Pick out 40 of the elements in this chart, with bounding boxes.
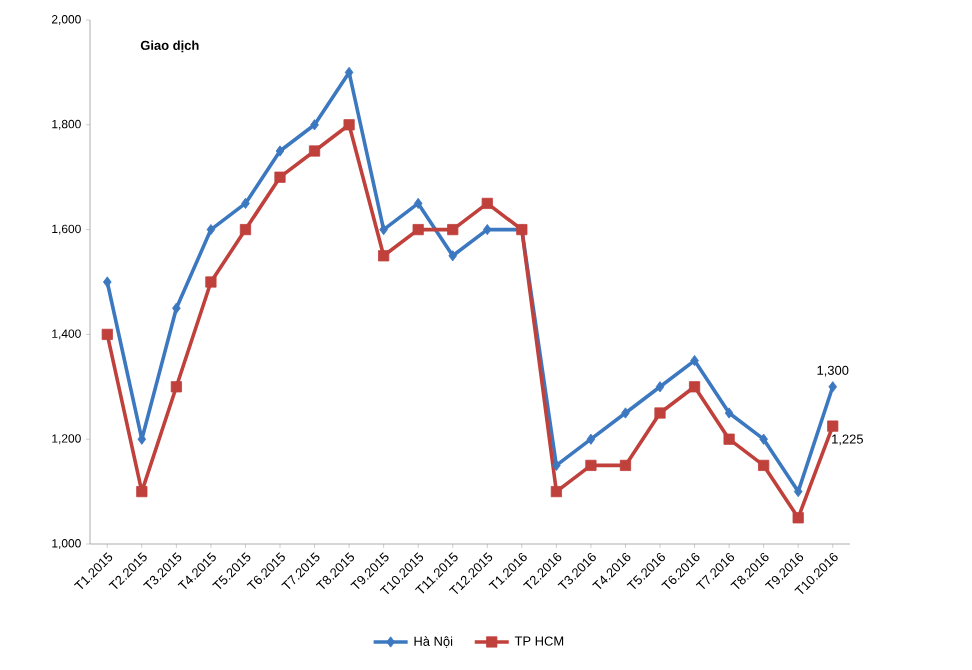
- point: [205, 276, 217, 288]
- point: [586, 433, 596, 445]
- point: [378, 250, 390, 262]
- point: [654, 407, 666, 419]
- point: [275, 145, 285, 157]
- point: [827, 420, 839, 432]
- point: [758, 459, 770, 471]
- point: [136, 486, 148, 498]
- point: [723, 433, 735, 445]
- point: [448, 250, 458, 262]
- point: [550, 486, 562, 498]
- point: [482, 224, 492, 236]
- point: [447, 224, 459, 236]
- point: [379, 224, 388, 236]
- point: [274, 171, 286, 183]
- point: [724, 407, 734, 419]
- point: [688, 381, 701, 393]
- point: [172, 302, 181, 314]
- point: [102, 276, 112, 288]
- point: [310, 119, 319, 131]
- point: [585, 459, 597, 471]
- point: [481, 197, 493, 209]
- point: [412, 224, 424, 236]
- point: [308, 145, 321, 157]
- point: [793, 486, 803, 498]
- point: [828, 381, 838, 393]
- point: [344, 66, 354, 78]
- point: [621, 407, 630, 419]
- point: [413, 197, 423, 209]
- point: [690, 355, 699, 367]
- point: [792, 512, 804, 524]
- point: [241, 197, 250, 209]
- point: [170, 381, 182, 393]
- point: [655, 381, 665, 393]
- point: [101, 328, 113, 340]
- point: [343, 119, 355, 131]
- point: [759, 433, 768, 445]
- point: [206, 224, 216, 236]
- point: [619, 459, 632, 471]
- point: [239, 224, 252, 236]
